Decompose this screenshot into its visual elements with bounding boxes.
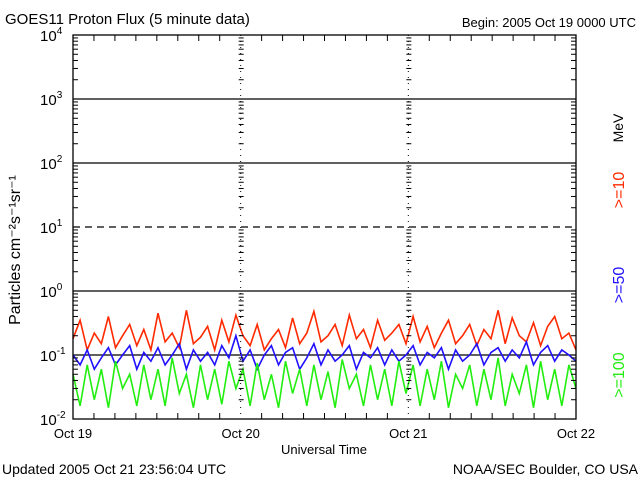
grid bbox=[73, 98, 576, 356]
series-line-0 bbox=[72, 308, 577, 353]
series-layer bbox=[72, 308, 577, 408]
legend-unit-mev: MeV bbox=[610, 113, 626, 142]
y-tick-label: 104 bbox=[40, 26, 63, 45]
axes: 10-2 10-1 100 101 102 103 104 Oct 19 Oct 20 Oct 2… bbox=[40, 26, 595, 441]
x-tick-label: Oct 19 bbox=[54, 426, 92, 441]
y-tick-label: 102 bbox=[40, 154, 63, 173]
y-tick-label: 10-2 bbox=[40, 410, 66, 429]
y-tick-label: 101 bbox=[40, 218, 63, 237]
series-line-2 bbox=[72, 357, 577, 408]
x-tick-label: Oct 22 bbox=[557, 426, 595, 441]
credit: NOAA/SEC Boulder, CO USA bbox=[453, 461, 639, 477]
begin-label: Begin: 2005 Oct 19 0000 UTC bbox=[462, 15, 636, 30]
legend-ge100: >=100 bbox=[611, 352, 628, 397]
y-axis-label: Particles cm⁻²s⁻¹sr⁻¹ bbox=[7, 175, 24, 325]
updated-timestamp: Updated 2005 Oct 21 23:56:04 UTC bbox=[2, 461, 226, 477]
x-tick-label: Oct 20 bbox=[222, 426, 260, 441]
y-tick-label: 100 bbox=[40, 282, 63, 301]
series-line-1 bbox=[72, 332, 577, 372]
y-tick-label: 10-1 bbox=[40, 346, 66, 365]
legend-ge50: >=50 bbox=[611, 267, 628, 304]
x-tick-label: Oct 21 bbox=[389, 426, 427, 441]
legend-ge10: >=10 bbox=[611, 172, 628, 209]
x-axis-label: Universal Time bbox=[281, 442, 367, 457]
y-tick-label: 103 bbox=[40, 90, 63, 109]
chart-title: GOES11 Proton Flux (5 minute data) bbox=[5, 11, 250, 28]
